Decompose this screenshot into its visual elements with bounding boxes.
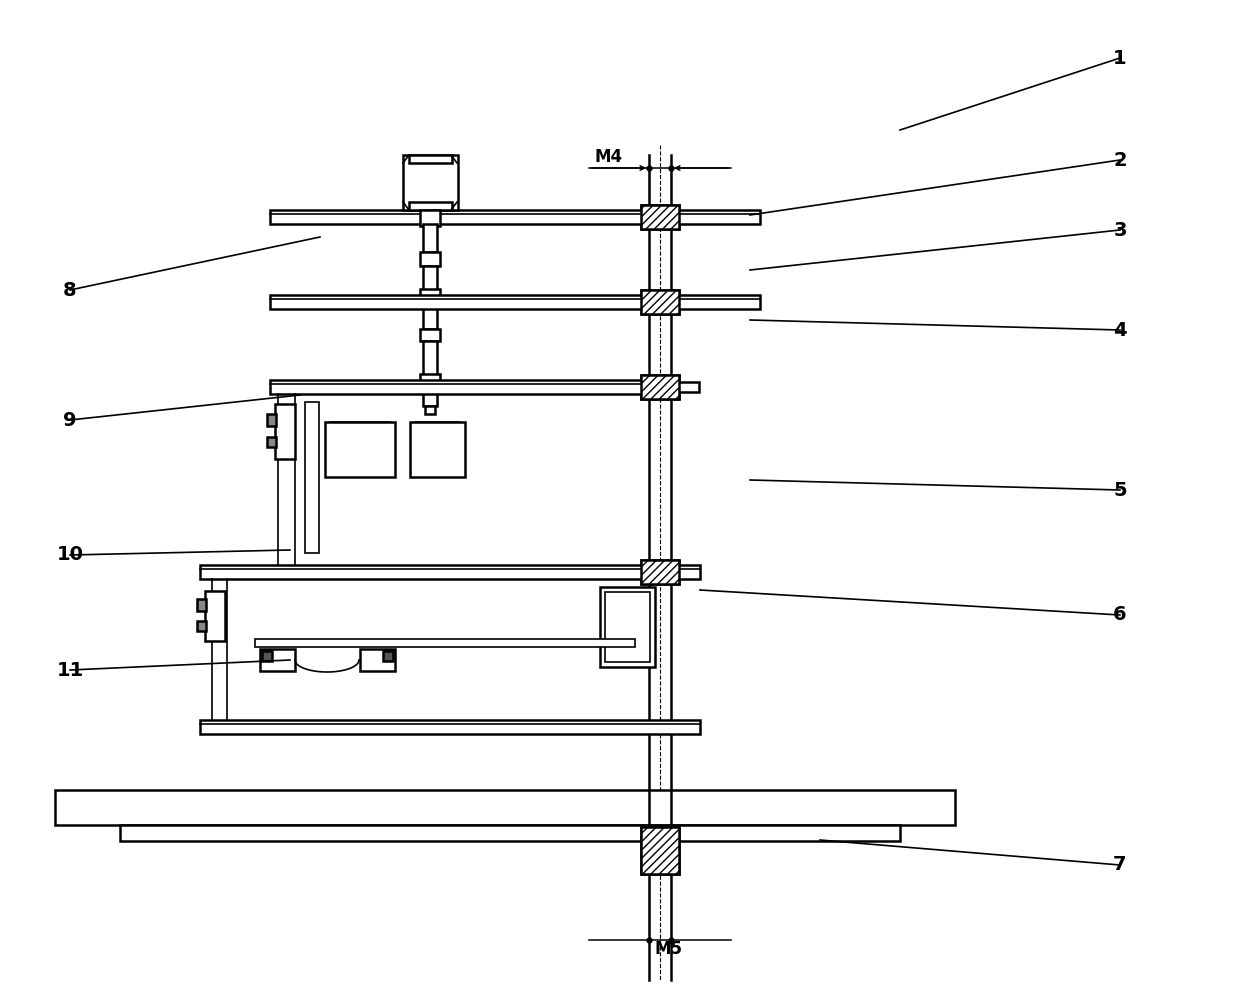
Bar [641, 290, 680, 314]
Text: 4: 4 [1114, 320, 1127, 339]
Text: 1: 1 [1114, 48, 1127, 67]
Bar [410, 422, 465, 477]
Bar [270, 210, 760, 224]
Bar [420, 210, 440, 226]
Bar [641, 560, 680, 584]
Bar [305, 402, 319, 553]
Bar [641, 560, 680, 584]
Bar [641, 290, 680, 314]
Text: 6: 6 [1114, 605, 1127, 624]
Bar [641, 205, 680, 229]
Text: 3: 3 [1114, 221, 1127, 240]
Bar [420, 289, 440, 301]
Bar [205, 591, 224, 641]
Bar [423, 266, 436, 290]
Text: M5: M5 [653, 940, 682, 958]
Bar [423, 386, 436, 406]
Bar [423, 341, 436, 375]
Bar [641, 375, 680, 399]
Bar [260, 649, 295, 671]
Bar [197, 621, 206, 631]
Bar [409, 202, 453, 210]
Text: 11: 11 [56, 661, 83, 679]
Bar [671, 297, 699, 307]
Text: 7: 7 [1114, 856, 1127, 875]
Bar [600, 587, 655, 667]
Bar [120, 825, 900, 841]
Bar [267, 437, 277, 447]
Text: 2: 2 [1114, 151, 1127, 170]
Bar [420, 252, 440, 266]
Bar [360, 649, 396, 671]
Bar [409, 155, 453, 163]
Bar [200, 720, 701, 734]
Text: M4: M4 [594, 148, 622, 166]
Text: 10: 10 [57, 545, 83, 565]
Bar [275, 404, 295, 459]
Bar [641, 827, 680, 874]
Bar [641, 205, 680, 229]
Bar [423, 224, 436, 252]
Bar [55, 790, 955, 825]
Bar [641, 375, 680, 399]
Bar [425, 406, 435, 414]
Bar [641, 827, 680, 874]
Bar [605, 592, 650, 662]
Bar [262, 651, 272, 661]
Text: 9: 9 [63, 410, 77, 430]
Text: 5: 5 [1114, 480, 1127, 500]
Bar [197, 599, 206, 611]
Bar [270, 295, 760, 309]
Bar [325, 422, 396, 477]
Bar [270, 380, 670, 394]
Bar [420, 329, 440, 341]
Bar [383, 651, 393, 661]
Bar [420, 374, 440, 386]
Bar [671, 212, 699, 222]
Bar [423, 301, 436, 329]
Bar [403, 155, 458, 210]
Bar [671, 382, 699, 392]
Bar [255, 639, 635, 647]
Bar [200, 565, 701, 579]
Text: 8: 8 [63, 280, 77, 300]
Bar [267, 414, 277, 426]
